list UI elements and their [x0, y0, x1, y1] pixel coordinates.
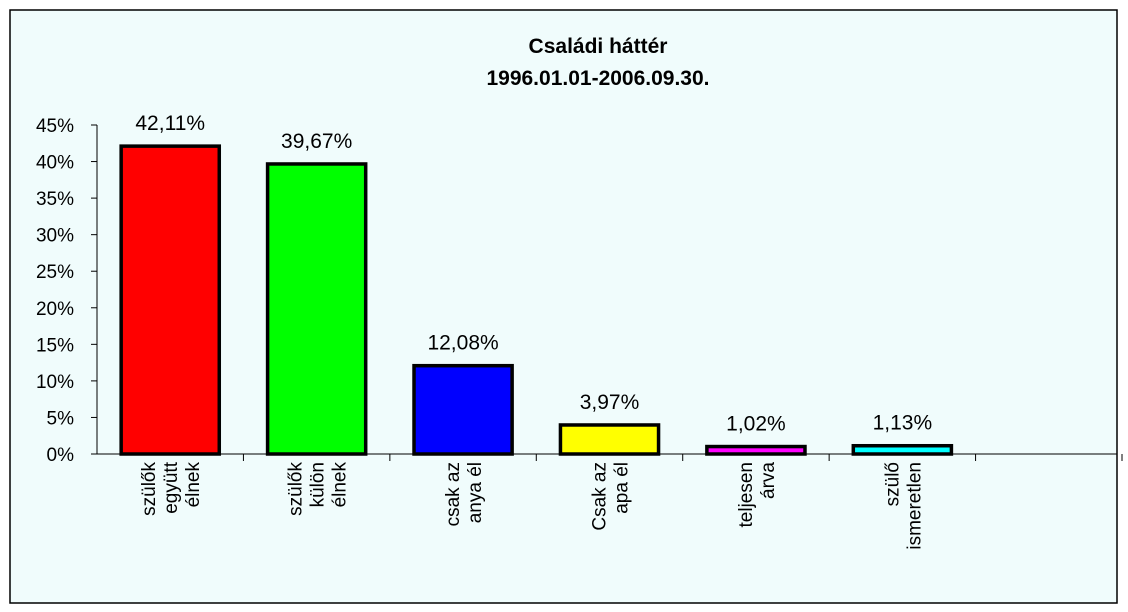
y-tick-label: 0% — [47, 445, 75, 466]
y-tick-label: 35% — [36, 189, 74, 210]
bar — [119, 144, 222, 456]
data-label: 1,13% — [873, 412, 933, 435]
data-label: 1,02% — [726, 413, 786, 436]
data-label: 3,97% — [580, 391, 640, 414]
data-label: 12,08% — [427, 332, 498, 355]
y-tick-label: 10% — [36, 372, 74, 393]
y-tick-label: 15% — [36, 335, 74, 356]
data-label: 42,11% — [135, 112, 205, 135]
y-tick-label: 5% — [47, 408, 75, 429]
x-tick-label: teljesenárva — [736, 462, 779, 528]
y-tick-label: 20% — [36, 299, 74, 320]
bar — [412, 363, 514, 456]
chart-subtitle: 1996.01.01-2006.09.30. — [486, 67, 709, 90]
bar — [558, 423, 661, 456]
x-tick-label: Csak azapa él — [590, 462, 633, 531]
bar — [705, 444, 807, 456]
bar — [265, 162, 368, 456]
y-tick-label: 40% — [36, 153, 74, 174]
x-tick-label: szülőkkülönélnek — [286, 462, 351, 516]
x-tick-label: csak azanya él — [443, 462, 486, 526]
x-tick-label: szülőkegyüttélnek — [139, 461, 204, 516]
y-tick-label: 25% — [36, 262, 74, 283]
y-tick-label: 30% — [36, 226, 74, 247]
y-tick-label: 45% — [36, 116, 74, 137]
x-tick-label: szülőismeretlen — [882, 462, 925, 550]
data-label: 39,67% — [281, 130, 352, 153]
bar — [851, 443, 954, 456]
chart-title: Családi háttér — [529, 35, 668, 58]
